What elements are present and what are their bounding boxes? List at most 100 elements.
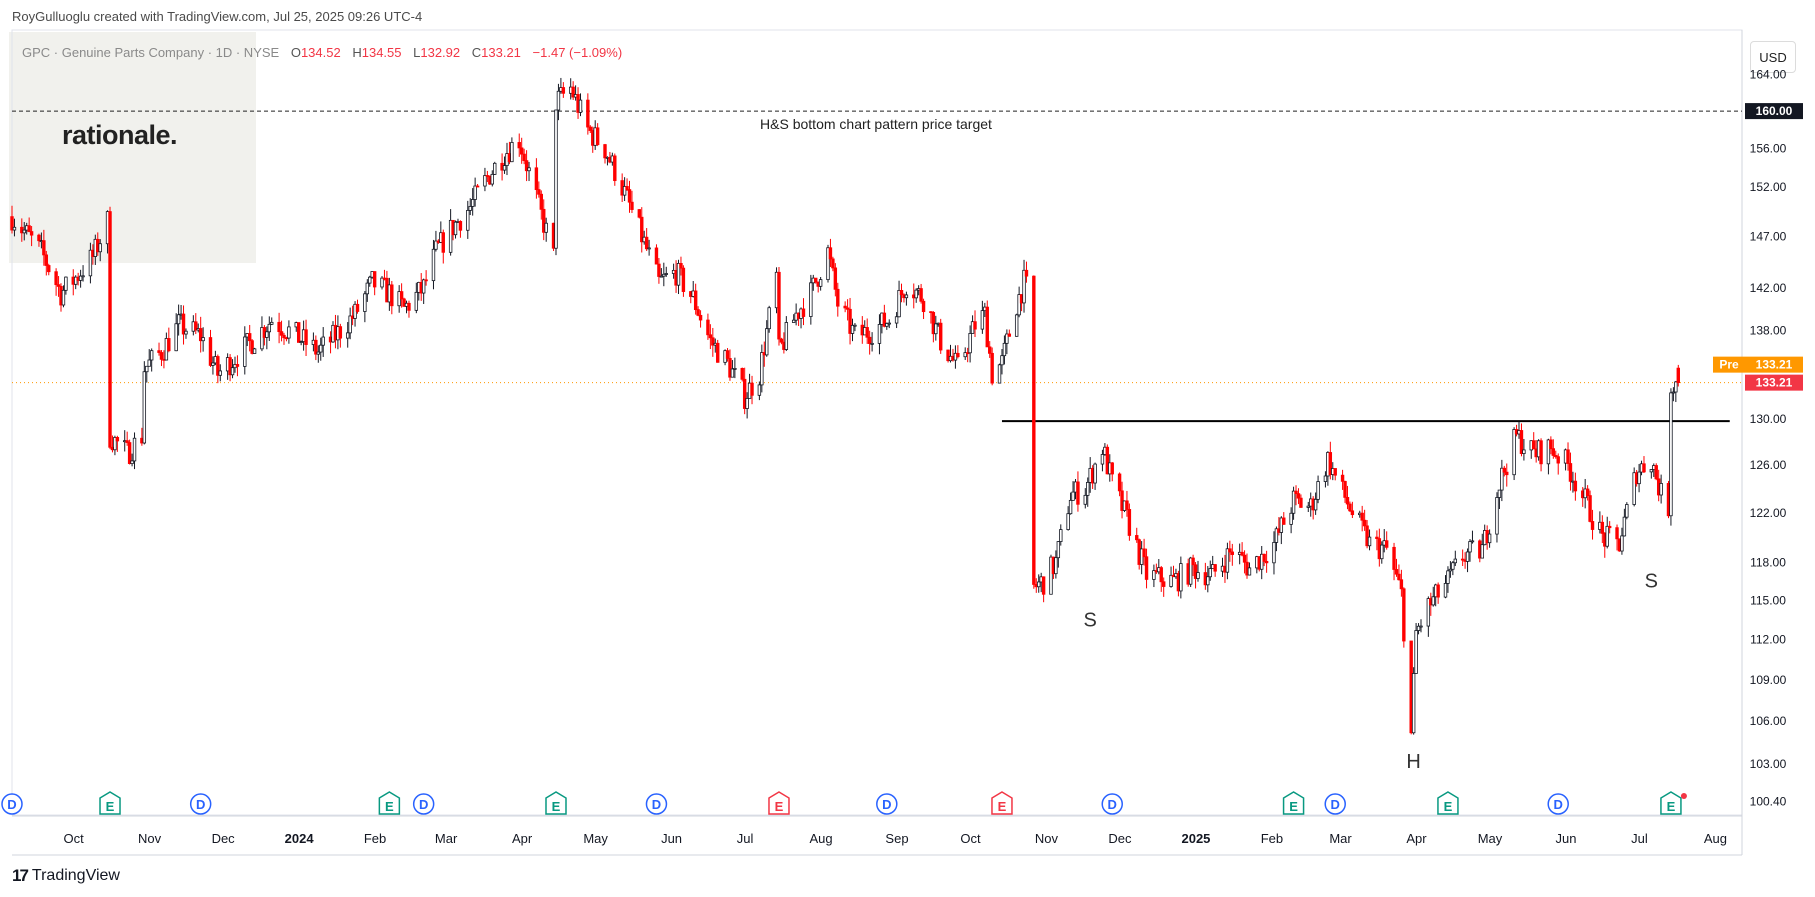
candle-body [740, 367, 744, 380]
candle-body [385, 277, 389, 303]
tradingview-logo[interactable]: 17 TradingView [12, 866, 120, 886]
candle-body [294, 322, 298, 328]
candle-body [1071, 491, 1075, 501]
candle-body [853, 324, 857, 327]
candle-body [877, 324, 882, 344]
candle-body [1277, 528, 1281, 533]
candle-body [899, 290, 904, 296]
candle-body [434, 240, 438, 250]
candle-body [176, 314, 181, 325]
candle-body [1245, 561, 1249, 576]
candle-body [348, 315, 352, 334]
candle-body [1522, 449, 1526, 454]
candle-body [71, 276, 75, 285]
candle-body [774, 271, 779, 309]
candle-body [284, 337, 289, 340]
candle-body [586, 99, 590, 128]
candle-body [475, 185, 480, 188]
candle-body [115, 437, 120, 442]
earnings-icon: E [1282, 791, 1305, 815]
candle-body [1313, 498, 1318, 511]
candle-body [1211, 564, 1215, 569]
candle-body [1076, 481, 1080, 505]
y-tick-label: 103.00 [1750, 757, 1787, 771]
candle-body [1024, 269, 1029, 277]
currency-button[interactable]: USD [1750, 41, 1796, 73]
change-value: −1.47 (−1.09%) [532, 45, 623, 60]
candle-body [1637, 471, 1641, 485]
candle-body [250, 340, 254, 354]
open-label: O [290, 45, 301, 60]
candle-body [1294, 490, 1298, 495]
candle-body [968, 333, 972, 354]
candle-body [1436, 584, 1440, 598]
earnings-icon: E [768, 791, 790, 815]
candle-body [929, 311, 933, 314]
candle-body [1186, 563, 1190, 585]
y-tick-label: 147.00 [1750, 230, 1787, 244]
plot-frame [11, 29, 1743, 816]
candle-body [1536, 440, 1541, 458]
candle-body [458, 221, 463, 231]
candle-body [404, 302, 409, 307]
premarket-tag-bg [1713, 356, 1745, 373]
svg-text:E: E [106, 799, 115, 814]
candle-body [637, 209, 642, 218]
candle-body [1120, 490, 1124, 511]
candle-body [1500, 467, 1504, 491]
candle-body [296, 322, 301, 343]
candle-body [1262, 553, 1266, 562]
candle-body [818, 279, 823, 287]
candle-body [1311, 498, 1315, 511]
candle-body [1093, 463, 1097, 484]
candle-body [1556, 456, 1560, 464]
candle-body [208, 337, 213, 366]
y-tick-label: 156.00 [1750, 142, 1787, 156]
symbol-name[interactable]: GPC · Genuine Parts Company · 1D · NYSE [22, 45, 280, 60]
candle-body [1059, 529, 1063, 542]
candle-body [1443, 583, 1448, 598]
candle-body [1514, 429, 1519, 435]
candle-body [919, 288, 923, 302]
candle-body [1453, 558, 1458, 564]
candle-body [1179, 563, 1183, 592]
x-tick-label: Aug [1704, 831, 1727, 846]
candle-body [988, 346, 992, 354]
candle-body [1230, 551, 1235, 555]
candle-body [1282, 517, 1286, 525]
candle-body [1242, 554, 1247, 563]
candle-body [1039, 576, 1043, 583]
dividend-icon: D [1101, 793, 1123, 815]
candle-body [1066, 513, 1070, 531]
candle-body [333, 324, 338, 341]
candle-body [782, 341, 786, 350]
candle-body [627, 189, 632, 203]
candle-body [1054, 557, 1058, 575]
candle-body [742, 378, 747, 409]
candle-body [167, 338, 171, 352]
candle-body [608, 156, 612, 163]
candle-body [125, 440, 129, 443]
candle-body [1220, 565, 1225, 572]
candle-body [762, 352, 766, 356]
candle-body [387, 284, 392, 303]
candle-body [1137, 539, 1141, 565]
y-tick-label: 118.00 [1750, 555, 1786, 569]
last-price-badge: 133.21 [1756, 376, 1793, 390]
candle-body [140, 437, 144, 444]
close-label: C [471, 45, 482, 60]
svg-text:D: D [1331, 797, 1340, 812]
candle-body [235, 364, 240, 367]
candle-body [1108, 462, 1112, 475]
candle-body [551, 222, 556, 249]
candle-body [1247, 567, 1252, 576]
candle-body [836, 288, 840, 307]
candle-body [1377, 538, 1382, 560]
candle-body [1100, 454, 1105, 465]
target-price-badge: 160.00 [1756, 104, 1793, 118]
earnings-icon: E [378, 791, 401, 815]
candle-body [78, 275, 83, 281]
symbol-legend[interactable]: GPC · Genuine Parts Company · 1D · NYSE … [22, 45, 622, 60]
candle-body [421, 279, 426, 294]
